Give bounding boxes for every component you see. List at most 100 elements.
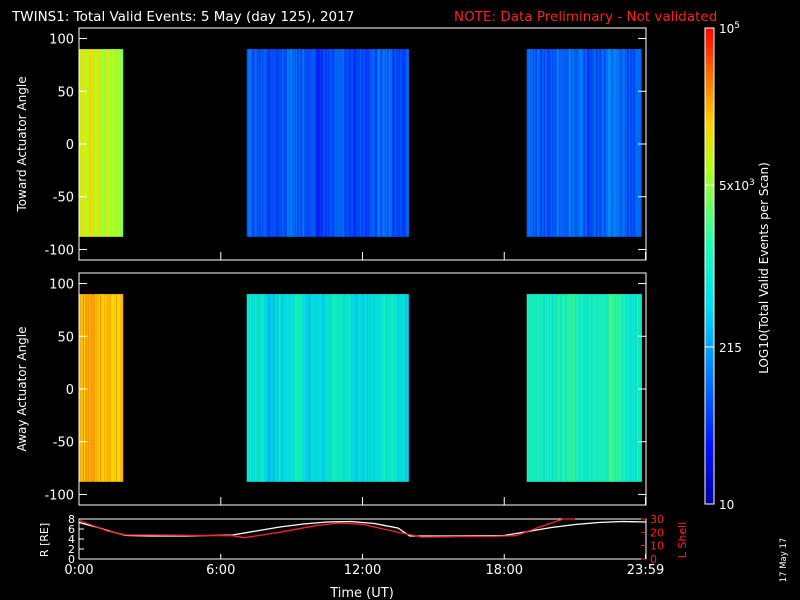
away-heatmap-column bbox=[258, 294, 260, 482]
orbit-axis-frame bbox=[78, 518, 647, 560]
away-heatmap-column bbox=[298, 294, 300, 482]
toward-heatmap-column bbox=[628, 49, 630, 237]
toward-heatmap-column bbox=[557, 49, 559, 237]
away-heatmap-column bbox=[88, 294, 90, 482]
away-heatmap-column bbox=[116, 294, 118, 482]
toward-heatmap-column bbox=[355, 49, 357, 237]
away-heatmap-column bbox=[340, 294, 342, 482]
away-heatmap-column bbox=[313, 294, 315, 482]
toward-heatmap-column bbox=[589, 49, 591, 237]
away-heatmap-column bbox=[576, 294, 578, 482]
toward-heatmap-column bbox=[366, 49, 368, 237]
away-ytick-label: -50 bbox=[53, 436, 74, 451]
toward-heatmap-column bbox=[319, 49, 321, 237]
away-heatmap-column bbox=[601, 294, 603, 482]
away-heatmap-column bbox=[250, 294, 252, 482]
toward-heatmap-column bbox=[337, 49, 339, 237]
away-heatmap-column bbox=[302, 294, 304, 482]
away-heatmap-column bbox=[635, 294, 637, 482]
away-heatmap-column bbox=[579, 294, 581, 482]
toward-heatmap-column bbox=[295, 49, 297, 237]
toward-heatmap-column bbox=[91, 49, 93, 237]
toward-heatmap-column bbox=[359, 49, 361, 237]
away-heatmap-column bbox=[114, 294, 116, 482]
toward-heatmap-column bbox=[109, 49, 111, 237]
toward-heatmap-column bbox=[304, 49, 306, 237]
toward-heatmap-column bbox=[299, 49, 301, 237]
away-heatmap-column bbox=[328, 294, 330, 482]
toward-heatmap-column bbox=[342, 49, 344, 237]
away-heatmap-column bbox=[376, 294, 378, 482]
toward-heatmap-column bbox=[391, 49, 393, 237]
toward-heatmap-column bbox=[582, 49, 584, 237]
toward-heatmap-column bbox=[623, 49, 625, 237]
away-heatmap-column bbox=[637, 294, 639, 482]
away-heatmap-column bbox=[598, 294, 600, 482]
away-heatmap-column bbox=[591, 294, 593, 482]
away-heatmap-column bbox=[337, 294, 339, 482]
away-heatmap-column bbox=[354, 294, 356, 482]
toward-heatmap-column bbox=[614, 49, 616, 237]
toward-heatmap-column bbox=[119, 49, 121, 237]
toward-heatmap-column bbox=[110, 49, 112, 237]
away-heatmap-column bbox=[567, 294, 569, 482]
away-heatmap-column bbox=[94, 294, 96, 482]
away-heatmap-column bbox=[542, 294, 544, 482]
toward-heatmap-column bbox=[365, 49, 367, 237]
orbit-lines bbox=[78, 518, 647, 539]
away-heatmap-column bbox=[527, 294, 529, 482]
away-heatmap-column bbox=[605, 294, 607, 482]
away-heatmap-column bbox=[336, 294, 338, 482]
toward-heatmap-column bbox=[324, 49, 326, 237]
toward-heatmap-column bbox=[341, 49, 343, 237]
toward-heatmap-column bbox=[587, 49, 589, 237]
toward-heatmap-column bbox=[609, 49, 611, 237]
away-heatmap-column bbox=[320, 294, 322, 482]
toward-heatmap-column bbox=[88, 49, 90, 237]
toward-heatmap-column bbox=[381, 49, 383, 237]
toward-heatmap-column bbox=[306, 49, 308, 237]
away-heatmap-column bbox=[330, 294, 332, 482]
toward-heatmap-column bbox=[316, 49, 318, 237]
away-heatmap-column bbox=[339, 294, 341, 482]
x-tick-label: 12:00 bbox=[344, 563, 381, 578]
toward-heatmap-column bbox=[292, 49, 294, 237]
toward-heatmap-column bbox=[357, 49, 359, 237]
toward-heatmap-column bbox=[635, 49, 637, 237]
away-heatmap-column bbox=[349, 294, 351, 482]
away-heatmap-column bbox=[610, 294, 612, 482]
toward-heatmap-column bbox=[281, 49, 283, 237]
away-heatmap-column bbox=[333, 294, 335, 482]
toward-heatmap-column bbox=[528, 49, 530, 237]
toward-heatmap-column bbox=[282, 49, 284, 237]
away-heatmap-column bbox=[568, 294, 570, 482]
toward-heatmap-column bbox=[96, 49, 98, 237]
away-heatmap-column bbox=[377, 294, 379, 482]
toward-heatmap-column bbox=[581, 49, 583, 237]
away-heatmap-column bbox=[367, 294, 369, 482]
away-heatmap-column bbox=[589, 294, 591, 482]
away-heatmap-column bbox=[624, 294, 626, 482]
away-heatmap-column bbox=[575, 294, 577, 482]
away-heatmap-column bbox=[545, 294, 547, 482]
toward-heatmap-column bbox=[362, 49, 364, 237]
toward-heatmap-column bbox=[331, 49, 333, 237]
away-heatmap-column bbox=[534, 294, 536, 482]
away-heatmap-column bbox=[353, 294, 355, 482]
toward-heatmap-column bbox=[116, 49, 118, 237]
away-heatmap-column bbox=[257, 294, 259, 482]
away-heatmap-column bbox=[348, 294, 350, 482]
away-heatmap-column bbox=[307, 294, 309, 482]
away-heatmap-column bbox=[285, 294, 287, 482]
away-heatmap-column bbox=[264, 294, 266, 482]
away-heatmap-column bbox=[321, 294, 323, 482]
away-heatmap-column bbox=[277, 294, 279, 482]
toward-heatmap-column bbox=[335, 49, 337, 237]
toward-heatmap-column bbox=[271, 49, 273, 237]
away-heatmap-column bbox=[312, 294, 314, 482]
away-heatmap-column bbox=[587, 294, 589, 482]
toward-heatmap-column bbox=[541, 49, 543, 237]
toward-heatmap-column bbox=[104, 49, 106, 237]
away-heatmap-column bbox=[362, 294, 364, 482]
